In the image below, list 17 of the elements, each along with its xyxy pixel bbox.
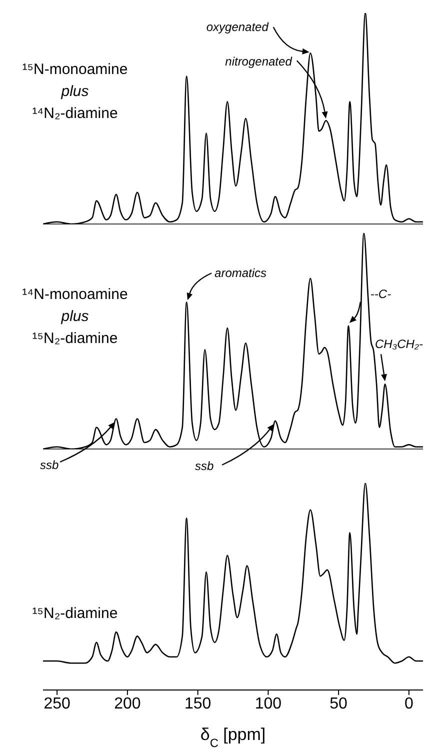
annotation: --C- bbox=[370, 286, 392, 301]
annotation: nitrogenated bbox=[225, 54, 292, 69]
annotation: oxygenated bbox=[206, 20, 269, 34]
text: ¹⁴N-monoamine plus ¹⁵N₂-diamine bbox=[22, 286, 128, 347]
text: ssb bbox=[40, 458, 59, 472]
x-tick-label: 0 bbox=[404, 695, 414, 712]
text: ssb bbox=[195, 459, 214, 473]
x-tick-label: 200 bbox=[114, 695, 141, 712]
text: ¹⁵N-monoamine plus ¹⁴N₂-diamine bbox=[22, 61, 128, 122]
x-tick-label: 50 bbox=[330, 695, 348, 712]
annotation: CH₃CH₂- bbox=[375, 337, 423, 352]
x-tick-label: 250 bbox=[44, 695, 71, 712]
annotation: aromatics bbox=[214, 266, 267, 280]
x-axis-title: δ$_{C}$ [ppm] bbox=[200, 725, 266, 750]
x-tick-label: 100 bbox=[254, 695, 282, 712]
x-tick-label: 150 bbox=[184, 695, 212, 712]
series-label: ¹⁵N₂-diamine bbox=[32, 605, 118, 622]
